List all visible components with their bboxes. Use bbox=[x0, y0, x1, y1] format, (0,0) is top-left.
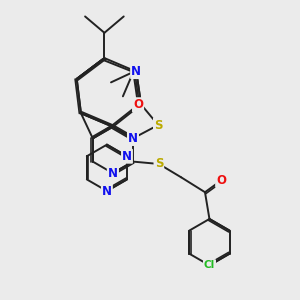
Text: Cl: Cl bbox=[204, 260, 215, 270]
Text: N: N bbox=[131, 65, 141, 78]
Text: O: O bbox=[133, 98, 143, 112]
Text: N: N bbox=[128, 132, 138, 145]
Text: N: N bbox=[102, 184, 112, 197]
Text: N: N bbox=[108, 167, 118, 180]
Text: O: O bbox=[216, 174, 226, 187]
Text: S: S bbox=[154, 118, 162, 131]
Text: N: N bbox=[128, 132, 138, 145]
Text: Cl: Cl bbox=[204, 260, 215, 270]
Text: S: S bbox=[154, 118, 162, 131]
Text: N: N bbox=[108, 167, 118, 180]
Text: S: S bbox=[155, 158, 163, 170]
Text: O: O bbox=[216, 174, 226, 187]
Text: N: N bbox=[122, 150, 132, 163]
Text: N: N bbox=[131, 65, 141, 78]
Text: O: O bbox=[133, 98, 143, 112]
Text: S: S bbox=[155, 158, 163, 170]
